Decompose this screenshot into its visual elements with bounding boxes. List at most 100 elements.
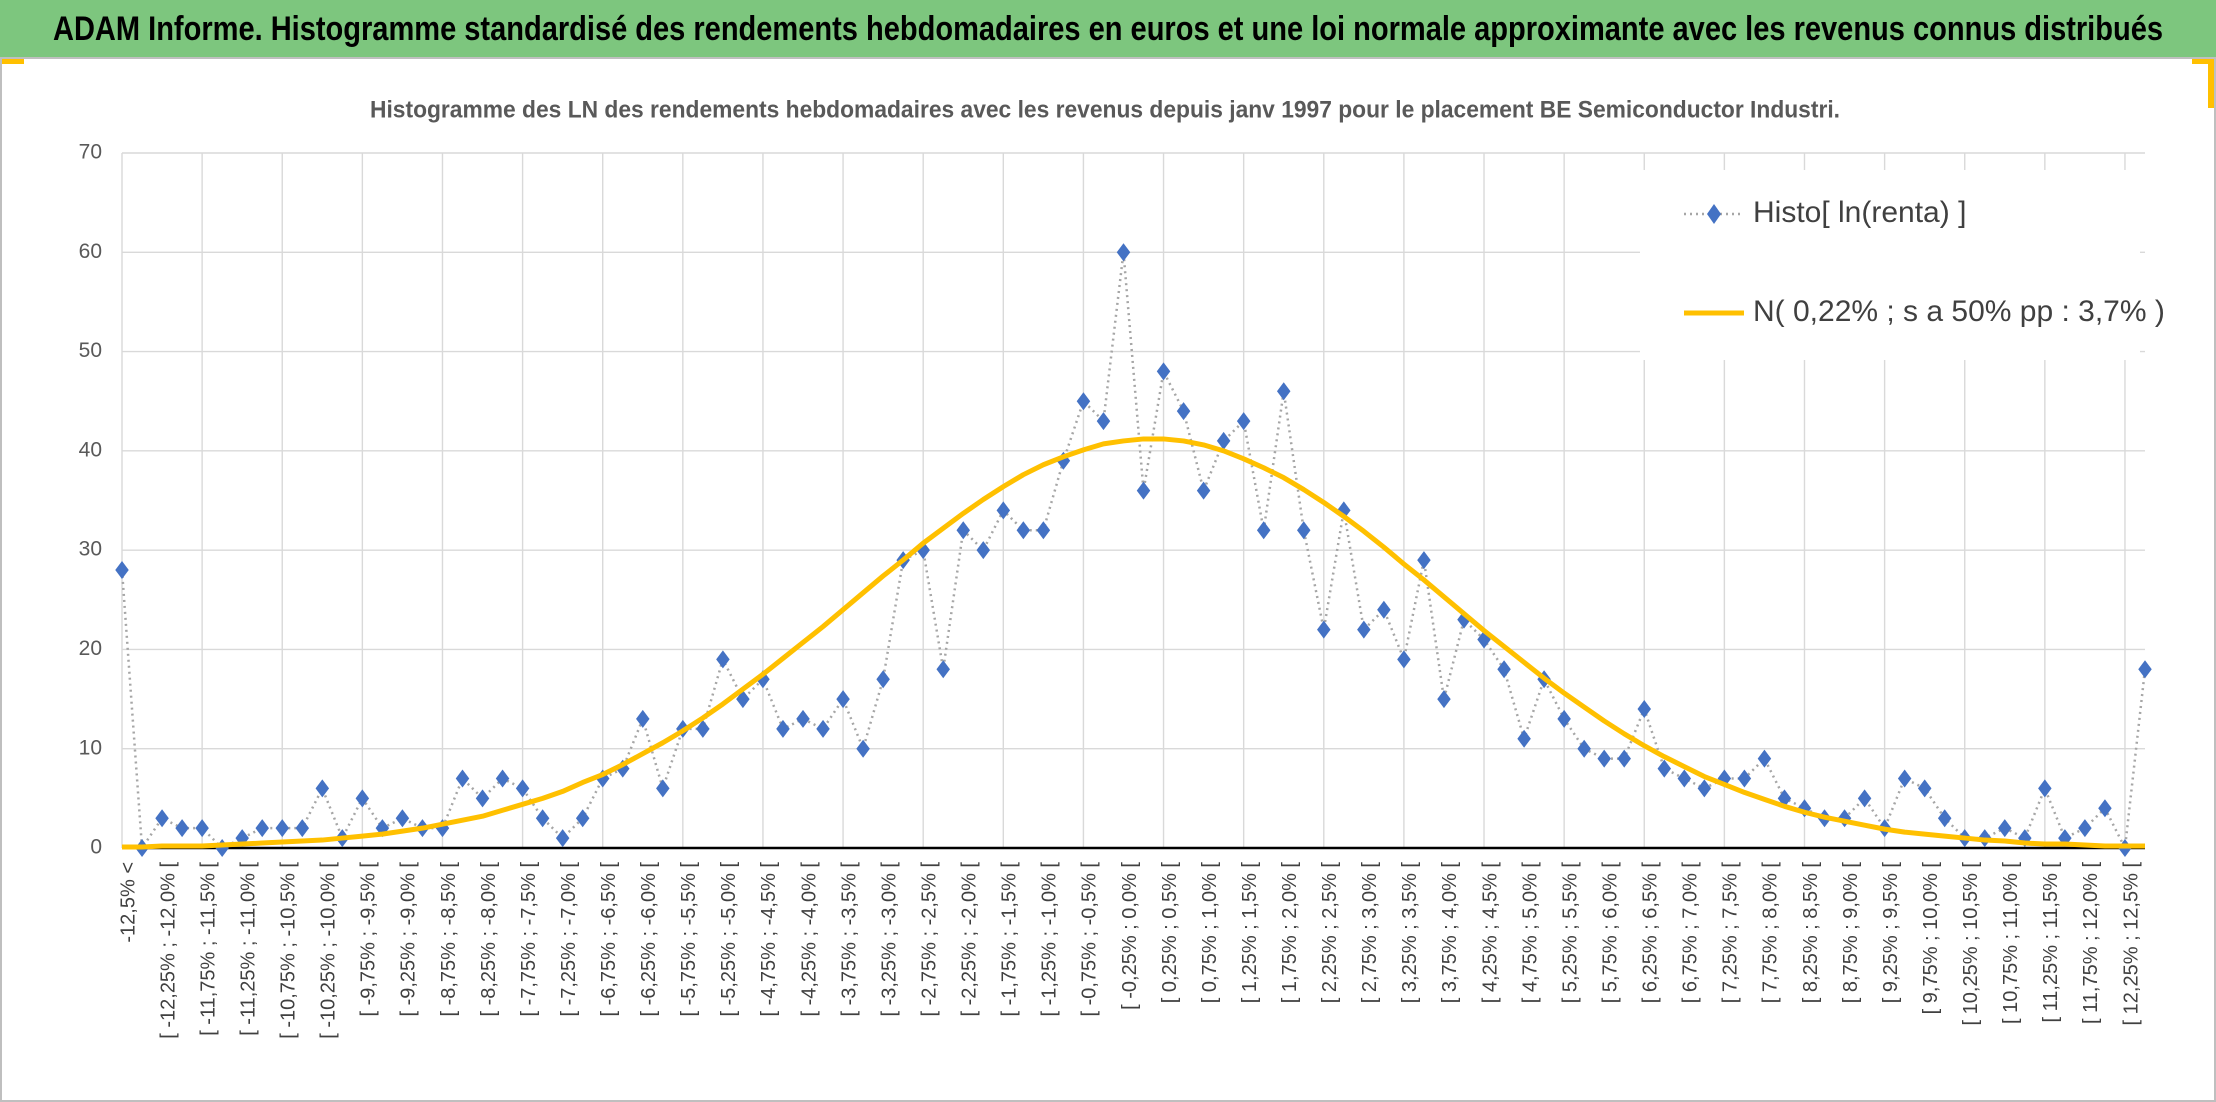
data-point (1617, 749, 1631, 768)
x-tick-label: [ 12,25% ; 12,5% [ (2120, 862, 2142, 1026)
data-point (1497, 660, 1511, 679)
x-tick-label: [ -0,75% ; -0,5% [ (1079, 862, 1101, 1017)
x-tick-label: [ 6,75% ; 7,0% [ (1680, 862, 1702, 1004)
data-point (936, 660, 950, 679)
x-tick-label: [ -11,25% ; -11,0% [ (237, 862, 259, 1036)
legend-label: Histo[ ln(renta) ] (1753, 196, 1966, 229)
data-point (1917, 779, 1932, 798)
data-point (816, 719, 830, 738)
data-point (1897, 769, 1912, 788)
data-point (1116, 243, 1131, 262)
data-point (1337, 501, 1351, 520)
x-tick-label: [ -2,25% ; -2,0% [ (959, 862, 981, 1017)
frame (0, 57, 2216, 1102)
x-tick-label: [ 4,25% ; 4,5% [ (1479, 862, 1501, 1004)
data-point (776, 719, 790, 738)
y-tick-label: 60 (79, 240, 102, 263)
data-point (1417, 551, 1431, 570)
y-tick-label: 30 (79, 538, 102, 561)
x-tick-label: [ -2,75% ; -2,5% [ (918, 862, 940, 1017)
x-tick-label: [ -9,75% ; -9,5% [ (358, 862, 380, 1017)
data-point (976, 541, 991, 560)
x-tick-label: [ -1,75% ; -1,5% [ (999, 862, 1021, 1017)
legend-box (1640, 170, 2140, 360)
x-tick-label: [ 8,25% ; 8,5% [ (1800, 862, 1822, 1004)
x-tick-label: [ 6,25% ; 6,5% [ (1640, 862, 1662, 1004)
data-point (1637, 700, 1652, 718)
data-point (1196, 481, 1211, 500)
y-tick-label: 70 (79, 141, 102, 164)
x-tick-label: [ -12,25% ; -12,0% [ (157, 862, 179, 1039)
data-point (155, 809, 169, 828)
data-point (475, 789, 490, 808)
data-point (1176, 402, 1191, 421)
data-point (1076, 392, 1091, 411)
x-tick-label: [ 9,25% ; 9,5% [ (1880, 862, 1902, 1004)
data-point (1937, 809, 1952, 828)
x-tick-label: [ -3,25% ; -3,0% [ (878, 862, 900, 1017)
data-point (1597, 749, 1611, 768)
data-point (2078, 819, 2092, 838)
x-tick-label: [ -10,75% ; -10,5% [ (278, 862, 300, 1039)
x-tick-label: [ -6,75% ; -6,5% [ (598, 862, 620, 1017)
data-point (1357, 620, 1371, 639)
data-point (796, 709, 810, 728)
data-point (255, 819, 269, 838)
data-point (495, 769, 510, 788)
corner-accent (2208, 58, 2216, 108)
x-tick-label: [ 10,75% ; 11,0% [ (2000, 862, 2022, 1024)
data-point (1677, 769, 1692, 788)
x-tick-label: [ 3,75% ; 4,0% [ (1439, 862, 1461, 1004)
y-tick-label: 50 (79, 339, 102, 362)
data-point (636, 709, 650, 728)
x-tick-label: [ -5,75% ; -5,5% [ (678, 862, 700, 1017)
x-tick-label: [ 1,75% ; 2,0% [ (1279, 862, 1301, 1004)
data-point (1216, 431, 1231, 450)
x-tick-label: [ 5,75% ; 6,0% [ (1599, 862, 1621, 1004)
data-point (1377, 600, 1391, 619)
data-point (2098, 799, 2112, 818)
data-point (1737, 769, 1752, 788)
data-point (876, 670, 890, 689)
x-tick-label: [ 0,25% ; 0,5% [ (1159, 862, 1181, 1004)
x-tick-label: [ -0,25% ; 0,0% [ (1119, 862, 1141, 1010)
data-point (696, 719, 710, 738)
data-point (1276, 382, 1291, 401)
data-point (1236, 412, 1251, 431)
data-point (716, 650, 730, 669)
data-point (1757, 749, 1772, 768)
chart-title: ADAM Informe. Histogramme standardisé de… (53, 10, 2163, 48)
data-point (1657, 759, 1672, 778)
x-tick-label: [ -6,25% ; -6,0% [ (638, 862, 660, 1017)
corner-accent (2192, 58, 2216, 64)
data-point (295, 819, 310, 838)
x-tick-label: [ -4,75% ; -4,5% [ (758, 862, 780, 1017)
data-point (575, 809, 590, 828)
data-point (656, 779, 670, 798)
data-point (1517, 729, 1531, 748)
corner-accent (0, 58, 24, 64)
data-point (275, 819, 289, 838)
x-tick-label: [ 3,25% ; 3,5% [ (1399, 862, 1421, 1004)
data-point (535, 809, 550, 828)
x-tick-label: [ 10,25% ; 10,5% [ (1960, 862, 1982, 1026)
data-point (1297, 521, 1311, 540)
data-point (115, 561, 129, 579)
data-point (2038, 779, 2052, 798)
data-point (455, 769, 470, 788)
data-point (2138, 660, 2152, 679)
series-line (120, 251, 2147, 850)
x-tick-label: [ 9,75% ; 10,0% [ (1920, 862, 1942, 1015)
data-point (355, 789, 370, 808)
data-point (1437, 690, 1451, 709)
data-point (996, 501, 1011, 520)
x-tick-label: [ 7,25% ; 7,5% [ (1720, 862, 1742, 1004)
data-point (856, 739, 870, 758)
data-point (1577, 739, 1591, 758)
x-tick-label: [ 1,25% ; 1,5% [ (1239, 862, 1261, 1004)
data-point (555, 829, 570, 848)
data-point (956, 521, 970, 540)
x-tick-label: [ -11,75% ; -11,5% [ (197, 862, 219, 1036)
data-point (1136, 481, 1151, 500)
